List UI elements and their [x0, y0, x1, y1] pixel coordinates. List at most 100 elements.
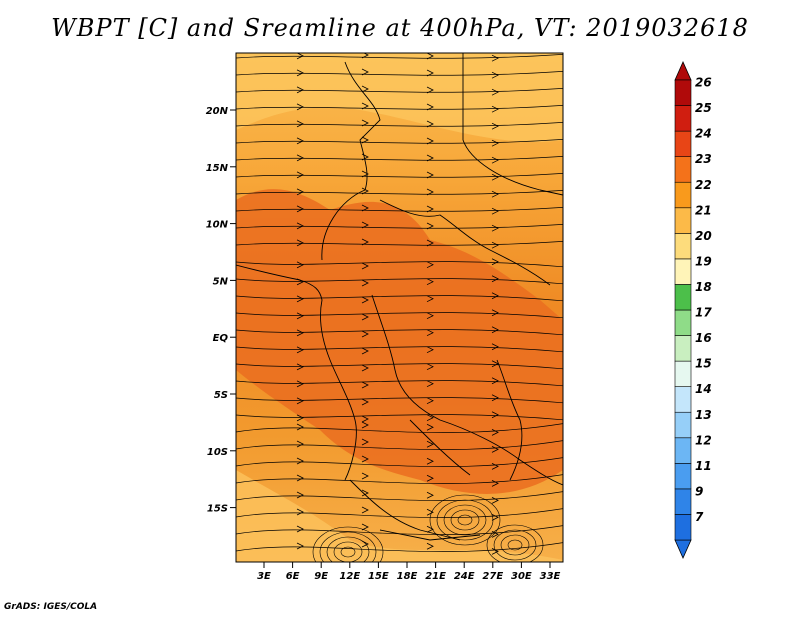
- lat-label: 5S: [214, 390, 228, 401]
- cool-region-north: [236, 53, 563, 143]
- streamline-arrow: [361, 438, 369, 446]
- colorbar-label: 18: [695, 280, 712, 294]
- streamline-arrow: [491, 411, 499, 419]
- lon-label: 15E: [368, 571, 389, 582]
- streamline-arrow: [491, 514, 499, 521]
- colorbar-swatch: [674, 514, 692, 541]
- colorbar-label: 15: [695, 357, 712, 371]
- colorbar-swatch: [674, 309, 692, 336]
- vortex-ring: [507, 539, 523, 551]
- colorbar-label: 7: [695, 510, 704, 524]
- colorbar-label: 11: [695, 459, 712, 473]
- streamline-arrow: [491, 122, 499, 130]
- colorbar-swatch: [674, 79, 692, 106]
- streamline-arrow: [426, 525, 434, 533]
- streamline-arrow: [296, 312, 304, 320]
- streamline-arrow: [296, 171, 304, 179]
- streamline: [236, 423, 563, 434]
- colorbar-swatch: [674, 258, 692, 285]
- streamline: [236, 261, 563, 268]
- colorbar-label: 24: [695, 127, 712, 141]
- vortex-ring: [450, 509, 480, 531]
- streamline-arrow: [426, 239, 434, 247]
- streamline-arrow: [491, 497, 499, 504]
- streamline-arrow: [491, 326, 499, 334]
- streamline-arrow: [426, 137, 434, 145]
- streamline-arrow: [361, 238, 369, 246]
- colorbar-swatch: [674, 233, 692, 260]
- footer-credit: GrADS: IGES/COLA: [4, 602, 98, 612]
- streamline-arrow: [296, 69, 304, 77]
- colorbar-label: 13: [695, 408, 712, 422]
- streamline-arrow: [426, 329, 434, 337]
- streamline-arrow: [296, 120, 304, 128]
- streamline-arrow: [491, 377, 499, 385]
- streamline: [236, 457, 563, 468]
- streamline-arrow: [426, 261, 434, 269]
- streamline-arrow: [361, 364, 369, 372]
- streamline: [236, 474, 563, 485]
- vortex-ring: [326, 536, 370, 562]
- streamline-arrow: [491, 105, 499, 113]
- streamline-arrow: [296, 53, 304, 60]
- streamline-arrow: [361, 279, 369, 287]
- streamline: [236, 88, 563, 93]
- streamline-arrow: [491, 139, 499, 147]
- streamline-arrow: [426, 423, 434, 431]
- lon-label: 18E: [397, 571, 418, 582]
- streamline-arrow: [491, 463, 499, 470]
- streamline-arrow: [296, 239, 304, 247]
- colorbar-label: 12: [695, 433, 712, 447]
- streamline-arrow: [491, 224, 499, 232]
- streamline-arrow: [361, 489, 369, 497]
- streamline-arrow: [361, 421, 369, 429]
- colorbar-swatch: [674, 156, 692, 183]
- streamline: [236, 508, 563, 519]
- streamline: [236, 542, 563, 553]
- latitude-axis: 20N 15N 10N 5N EQ 5S 10S 15S: [206, 106, 236, 515]
- lat-label: 20N: [206, 106, 229, 117]
- streamline-arrow: [491, 258, 499, 266]
- colorbar-label: 20: [695, 229, 712, 243]
- colorbar-swatch: [674, 284, 692, 311]
- streamline-arrow: [296, 491, 304, 499]
- streamline-arrow: [361, 347, 369, 355]
- streamline-arrow: [296, 457, 304, 465]
- streamline-arrow: [426, 397, 434, 405]
- streamline-arrow: [296, 474, 304, 482]
- streamline-arrow: [361, 523, 369, 531]
- streamline: [236, 156, 563, 161]
- streamline-arrow: [361, 102, 369, 110]
- vortex-ring: [443, 504, 487, 536]
- streamline-arrow: [491, 156, 499, 164]
- colorbar-max-arrow: [674, 61, 692, 81]
- streamline-arrow: [296, 542, 304, 550]
- streamline: [236, 71, 563, 76]
- colorbar-swatch: [674, 437, 692, 464]
- colorbar-label: 21: [695, 203, 712, 217]
- streamline: [236, 278, 563, 285]
- colorbar-label: 22: [695, 178, 712, 192]
- lon-label: 21E: [425, 571, 446, 582]
- colorbar-swatch: [674, 360, 692, 387]
- streamline-arrow: [361, 415, 369, 423]
- streamline: [236, 207, 563, 212]
- lat-label: 5N: [213, 276, 229, 287]
- lat-label: EQ: [213, 333, 229, 344]
- colorbar-swatch: [674, 207, 692, 234]
- streamline-arrow: [296, 137, 304, 145]
- lon-label: 6E: [286, 571, 300, 582]
- streamline-arrow: [491, 429, 499, 436]
- streamline-arrow: [296, 188, 304, 196]
- streamline-arrow: [426, 363, 434, 371]
- streamline-arrow: [426, 295, 434, 303]
- streamline: [236, 346, 563, 353]
- streamline: [236, 105, 563, 110]
- streamline-arrow: [426, 86, 434, 94]
- streamline-arrow: [296, 103, 304, 111]
- colorbar-label: 14: [695, 382, 712, 396]
- streamline-arrow: [491, 531, 499, 538]
- streamline-arrow: [361, 68, 369, 76]
- lat-label: 10N: [206, 220, 229, 231]
